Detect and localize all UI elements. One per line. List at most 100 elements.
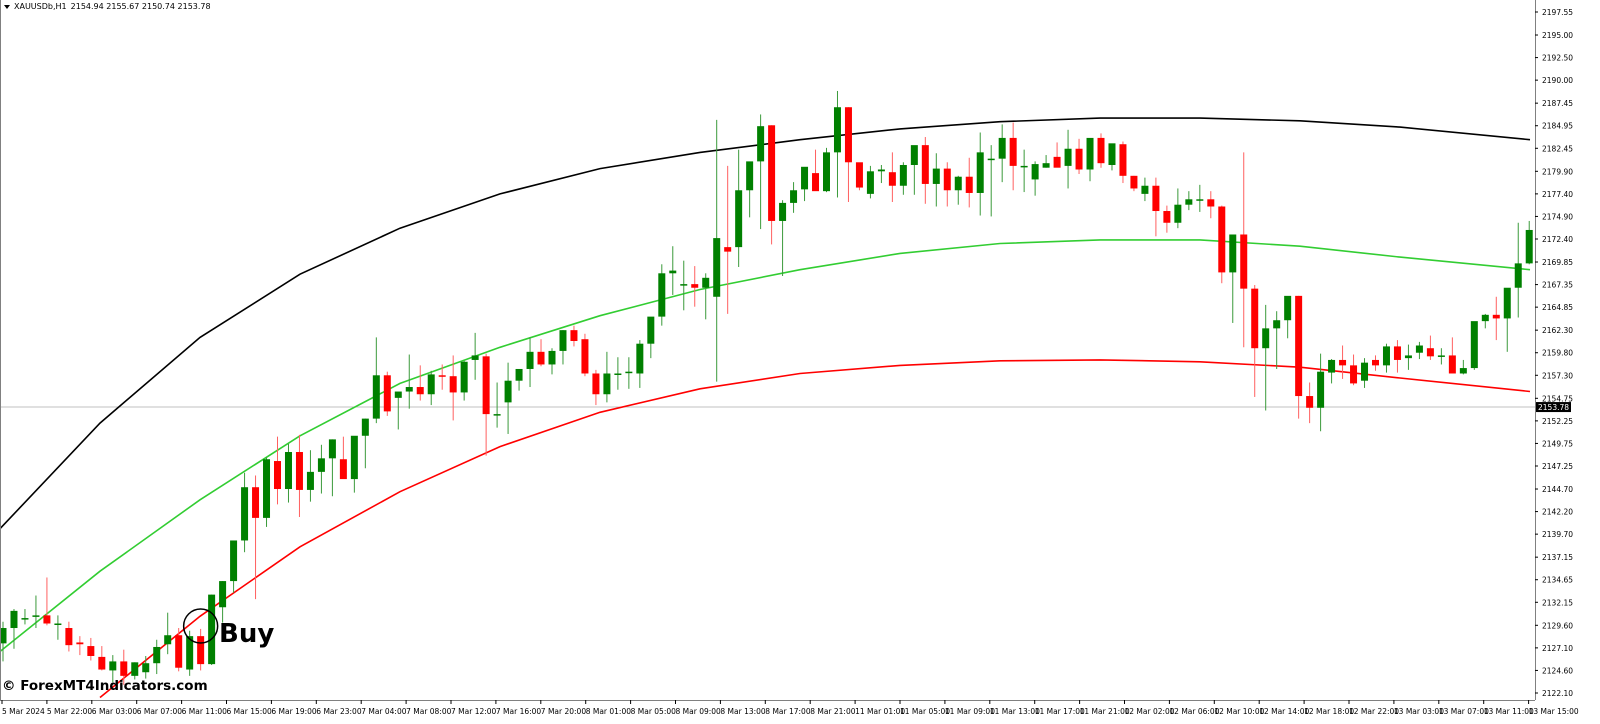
candle-body[interactable] <box>998 137 1006 159</box>
candle-body[interactable] <box>87 646 95 656</box>
candle-body[interactable] <box>1525 229 1533 264</box>
candle-body[interactable] <box>1218 206 1226 273</box>
candle-body[interactable] <box>691 284 699 288</box>
candle-body[interactable] <box>1481 314 1489 322</box>
candle-body[interactable] <box>603 373 611 395</box>
candle-body[interactable] <box>1174 204 1182 223</box>
candle-body[interactable] <box>1009 137 1017 166</box>
candle-body[interactable] <box>866 171 874 194</box>
candle-body[interactable] <box>219 581 227 608</box>
candle-body[interactable] <box>142 663 150 673</box>
candle-body[interactable] <box>592 373 600 395</box>
candle-body[interactable] <box>175 635 183 668</box>
candle-body[interactable] <box>1108 143 1116 165</box>
candle-body[interactable] <box>1426 348 1434 357</box>
candle-body[interactable] <box>833 107 841 153</box>
candle-body[interactable] <box>888 172 896 186</box>
candle-body[interactable] <box>1470 321 1478 369</box>
candle-body[interactable] <box>317 458 325 472</box>
candle-body[interactable] <box>768 125 776 221</box>
candle-body[interactable] <box>1251 288 1259 349</box>
candle-body[interactable] <box>1031 164 1039 180</box>
candle-body[interactable] <box>284 452 292 490</box>
candle-body[interactable] <box>1372 359 1379 366</box>
candle-body[interactable] <box>1207 199 1215 207</box>
candle-body[interactable] <box>460 361 468 393</box>
candle-body[interactable] <box>1064 148 1072 166</box>
dropdown-triangle-icon[interactable] <box>4 4 10 9</box>
candle-body[interactable] <box>54 623 62 626</box>
candle-body[interactable] <box>1119 144 1127 176</box>
candle-body[interactable] <box>1437 355 1445 357</box>
candle-body[interactable] <box>844 107 852 163</box>
candle-body[interactable] <box>427 374 435 395</box>
candle-body[interactable] <box>779 202 787 221</box>
candle-body[interactable] <box>746 161 754 191</box>
candle-body[interactable] <box>1350 365 1358 384</box>
candle-body[interactable] <box>1086 137 1094 170</box>
candle-body[interactable] <box>1328 359 1336 373</box>
candle-body[interactable] <box>1492 314 1500 319</box>
candle-body[interactable] <box>252 487 260 518</box>
candle-body[interactable] <box>1503 287 1511 319</box>
candle-body[interactable] <box>405 387 413 392</box>
candle-body[interactable] <box>1361 362 1369 381</box>
candle-body[interactable] <box>877 169 885 172</box>
candle-body[interactable] <box>1229 234 1237 273</box>
candle-body[interactable] <box>339 459 347 480</box>
candle-body[interactable] <box>1393 346 1401 360</box>
candle-body[interactable] <box>823 152 830 192</box>
candle-body[interactable] <box>1459 368 1467 374</box>
candle-body[interactable] <box>197 636 205 665</box>
candle-body[interactable] <box>636 343 644 374</box>
candle-body[interactable] <box>976 152 984 193</box>
candle-body[interactable] <box>581 339 589 374</box>
candle-body[interactable] <box>21 618 29 620</box>
candle-body[interactable] <box>504 380 512 403</box>
candle-body[interactable] <box>1240 234 1248 289</box>
candle-body[interactable] <box>208 594 216 665</box>
candle-body[interactable] <box>306 471 314 490</box>
candle-body[interactable] <box>1163 211 1171 223</box>
candle-body[interactable] <box>263 459 271 518</box>
candle-body[interactable] <box>801 166 809 190</box>
candle-body[interactable] <box>1075 148 1083 170</box>
candle-body[interactable] <box>932 168 940 184</box>
candle-body[interactable] <box>1097 137 1105 164</box>
candle-body[interactable] <box>1262 328 1270 349</box>
candle-body[interactable] <box>241 487 249 541</box>
candle-body[interactable] <box>1130 175 1138 189</box>
candle-body[interactable] <box>1514 263 1522 288</box>
candle-body[interactable] <box>1196 199 1204 201</box>
candle-body[interactable] <box>449 376 457 393</box>
candle-body[interactable] <box>669 270 677 274</box>
candle-body[interactable] <box>1273 320 1281 329</box>
candle-body[interactable] <box>965 176 973 193</box>
candle-body[interactable] <box>1295 295 1303 397</box>
candle-body[interactable] <box>471 355 479 360</box>
candle-body[interactable] <box>526 351 534 369</box>
candle-body[interactable] <box>1382 346 1390 366</box>
candle-body[interactable] <box>548 350 556 365</box>
candle-body[interactable] <box>855 162 863 188</box>
candle-body[interactable] <box>416 387 424 395</box>
candle-body[interactable] <box>109 661 117 671</box>
candle-body[interactable] <box>1306 396 1314 408</box>
candle-body[interactable] <box>230 540 238 582</box>
candle-body[interactable] <box>1020 165 1028 168</box>
candle-body[interactable] <box>757 126 765 162</box>
candle-body[interactable] <box>614 373 622 375</box>
candle-body[interactable] <box>120 661 128 676</box>
candle-body[interactable] <box>570 330 578 341</box>
candle-body[interactable] <box>1404 355 1412 359</box>
candle-body[interactable] <box>350 435 358 480</box>
candle-body[interactable] <box>295 452 303 490</box>
candle-body[interactable] <box>1448 355 1456 374</box>
candle-body[interactable] <box>493 414 501 416</box>
candle-body[interactable] <box>43 615 51 624</box>
candle-body[interactable] <box>713 238 721 297</box>
candle-body[interactable] <box>131 662 139 676</box>
candle-body[interactable] <box>186 636 194 670</box>
candle-body[interactable] <box>394 391 402 398</box>
